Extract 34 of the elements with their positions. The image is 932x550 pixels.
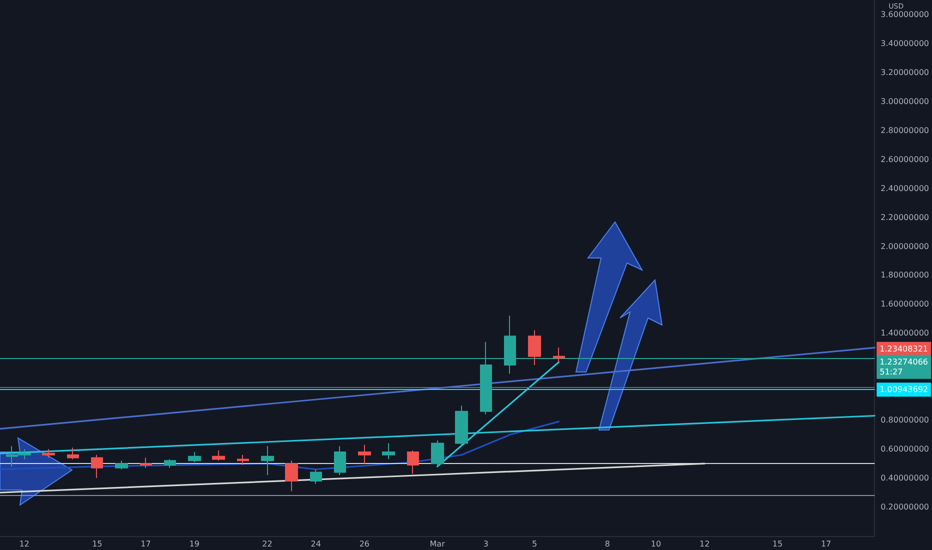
x-tick-label: 15 bbox=[772, 540, 783, 548]
ref-line-label: 1.23408321 bbox=[880, 344, 928, 354]
ref-line-label: 1.00943692 bbox=[880, 385, 928, 394]
x-tick-label: 12 bbox=[699, 540, 710, 548]
y-tick-label: 1.60000000 bbox=[880, 300, 930, 309]
y-tick-label: 0.80000000 bbox=[880, 416, 930, 425]
x-tick-label: 15 bbox=[92, 540, 102, 548]
y-tick-label: 2.00000000 bbox=[880, 242, 930, 251]
x-tick-label: 3 bbox=[483, 540, 488, 548]
x-tick-label: 10 bbox=[650, 540, 662, 548]
y-tick-label: 2.80000000 bbox=[880, 126, 930, 135]
ref-line-label: 1.23274066 51:27 bbox=[880, 357, 928, 376]
y-tick-label: 1.40000000 bbox=[880, 328, 930, 338]
y-tick-label: 2.60000000 bbox=[880, 154, 930, 164]
x-tick-label: 26 bbox=[359, 540, 370, 548]
x-tick-label: 17 bbox=[140, 540, 151, 548]
y-tick-label: 1.80000000 bbox=[880, 270, 930, 280]
y-tick-label: 3.40000000 bbox=[880, 38, 930, 48]
x-tick-label: 19 bbox=[189, 540, 200, 548]
x-tick-label: 17 bbox=[820, 540, 832, 548]
x-tick-label: 12 bbox=[19, 540, 30, 548]
y-tick-label: 3.20000000 bbox=[880, 68, 930, 77]
x-tick-label: 5 bbox=[532, 540, 538, 548]
x-tick-label: 24 bbox=[310, 540, 321, 548]
y-tick-label: 2.40000000 bbox=[880, 184, 930, 193]
y-tick-label: 2.20000000 bbox=[880, 212, 930, 222]
x-tick-label: 22 bbox=[262, 540, 272, 548]
y-tick-label: 0.40000000 bbox=[880, 474, 930, 483]
x-tick-label: Mar bbox=[430, 540, 446, 548]
x-tick-label: 8 bbox=[604, 540, 610, 548]
y-tick-label: 0.20000000 bbox=[880, 502, 930, 512]
y-tick-label: 3.60000000 bbox=[880, 10, 930, 19]
y-tick-label: 0.60000000 bbox=[880, 444, 930, 454]
y-tick-label: 3.00000000 bbox=[880, 96, 930, 106]
